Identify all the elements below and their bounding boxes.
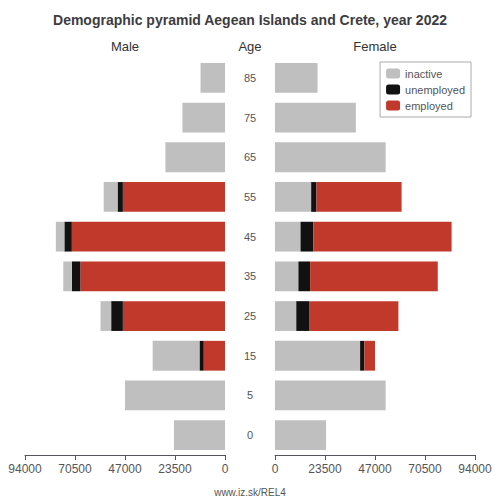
svg-text:94000: 94000 [458, 462, 492, 476]
svg-text:65: 65 [244, 151, 256, 163]
svg-text:35: 35 [244, 270, 256, 282]
svg-text:Demographic pyramid Aegean Isl: Demographic pyramid Aegean Islands and C… [53, 12, 447, 28]
svg-text:Female: Female [353, 39, 396, 54]
svg-text:55: 55 [244, 191, 256, 203]
svg-text:inactive: inactive [405, 68, 442, 80]
svg-text:45: 45 [244, 231, 256, 243]
svg-text:23500: 23500 [158, 462, 192, 476]
svg-text:47000: 47000 [358, 462, 392, 476]
svg-text:47000: 47000 [108, 462, 142, 476]
svg-text:unemployed: unemployed [405, 84, 465, 96]
svg-text:5: 5 [247, 389, 253, 401]
svg-text:23500: 23500 [308, 462, 342, 476]
svg-text:85: 85 [244, 72, 256, 84]
svg-text:75: 75 [244, 112, 256, 124]
svg-text:www.iz.sk/REL4: www.iz.sk/REL4 [213, 487, 286, 498]
svg-text:15: 15 [244, 350, 256, 362]
svg-text:70500: 70500 [408, 462, 442, 476]
svg-text:0: 0 [222, 462, 229, 476]
svg-text:0: 0 [247, 429, 253, 441]
svg-text:25: 25 [244, 310, 256, 322]
svg-text:70500: 70500 [58, 462, 92, 476]
svg-text:employed: employed [405, 100, 453, 112]
svg-text:Male: Male [111, 39, 139, 54]
svg-text:0: 0 [272, 462, 279, 476]
svg-text:Age: Age [238, 39, 261, 54]
svg-text:94000: 94000 [8, 462, 42, 476]
